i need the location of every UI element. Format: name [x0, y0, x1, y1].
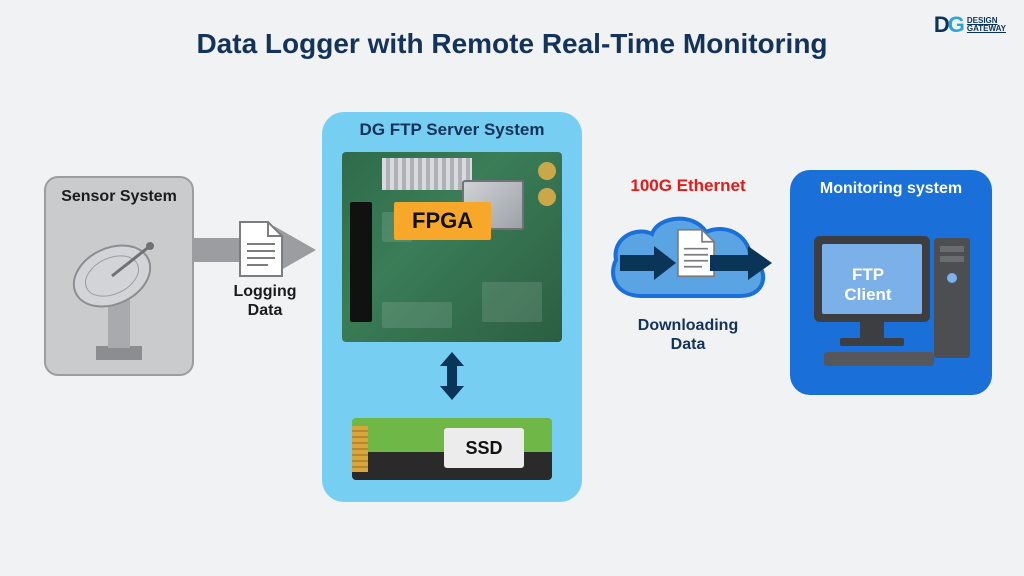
download-label-line1: Downloading — [638, 317, 738, 334]
ftp-server-panel: DG FTP Server System FPGA SSD — [322, 112, 582, 502]
download-label-line2: Data — [671, 336, 706, 353]
brand-logo: DG DESIGN GATEWAY — [934, 12, 1006, 38]
logging-label-line2: Data — [248, 302, 283, 319]
ssd-label: SSD — [444, 428, 524, 468]
bidirectional-arrow-icon — [438, 352, 466, 400]
arrow-right-dark-icon — [710, 246, 772, 280]
logging-label: Logging Data — [210, 282, 320, 320]
sensor-title: Sensor System — [46, 188, 192, 206]
fpga-board-icon — [342, 152, 562, 342]
fpga-badge: FPGA — [394, 202, 491, 240]
logging-label-line1: Logging — [233, 283, 296, 300]
monitor-title: Monitoring system — [790, 180, 992, 198]
monitoring-panel: Monitoring system FTP Client — [790, 170, 992, 395]
logo-mark: DG — [934, 12, 963, 38]
server-title: DG FTP Server System — [322, 120, 582, 140]
ssd-icon: SSD — [352, 418, 552, 480]
ftp-client-line2: Client — [844, 285, 891, 304]
arrow-right-dark-icon — [620, 246, 676, 280]
download-label: Downloading Data — [598, 316, 778, 354]
sensor-system-panel: Sensor System — [44, 176, 194, 376]
ethernet-label: 100G Ethernet — [598, 176, 778, 196]
satellite-dish-icon — [64, 228, 174, 368]
ftp-client-line1: FTP — [852, 265, 884, 284]
page-title: Data Logger with Remote Real-Time Monito… — [0, 28, 1024, 60]
document-icon — [238, 220, 284, 278]
ftp-client-label: FTP Client — [824, 265, 912, 304]
logo-text-wrap: DESIGN GATEWAY — [967, 17, 1006, 33]
logo-text-line2: GATEWAY — [967, 25, 1006, 33]
